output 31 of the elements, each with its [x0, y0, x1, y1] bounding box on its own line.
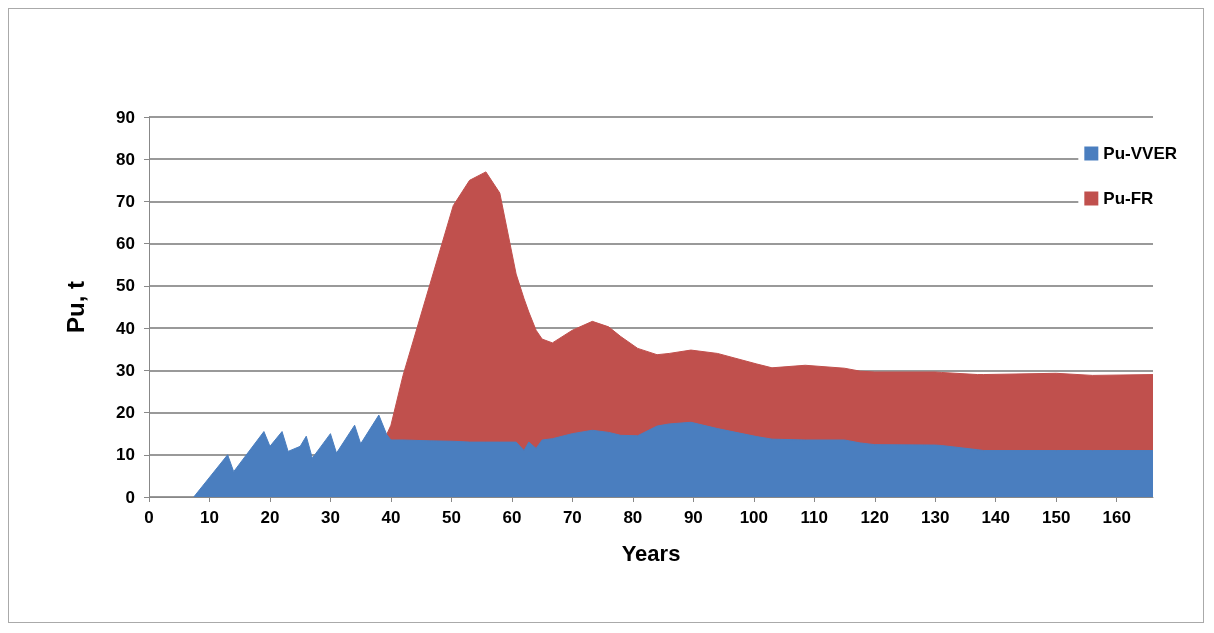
- x-tick-label: 70: [562, 508, 582, 527]
- y-tick-label: 40: [116, 318, 135, 338]
- x-tick-label: 110: [800, 508, 829, 527]
- legend-label: Pu-VVER: [1103, 144, 1178, 163]
- y-axis-title: Pu, t: [61, 281, 89, 333]
- x-tick-label: 0: [144, 508, 154, 527]
- x-tick-label: 100: [739, 508, 769, 527]
- y-tick-label: 20: [116, 403, 135, 423]
- x-tick-label: 30: [320, 508, 340, 527]
- y-tick-label: 60: [116, 234, 135, 254]
- y-tick-label: 10: [116, 445, 135, 465]
- y-tick-label: 30: [116, 360, 135, 380]
- x-tick-label: 140: [981, 508, 1010, 527]
- x-tick-label: 40: [381, 508, 401, 527]
- y-tick-label: 70: [116, 191, 135, 211]
- x-tick-label: 60: [502, 508, 522, 527]
- x-axis-title: Years: [621, 540, 681, 566]
- y-tick-label: 0: [125, 487, 135, 507]
- x-tick-label: 130: [921, 508, 950, 527]
- x-tick-label: 90: [683, 508, 703, 527]
- y-tick-label: 50: [116, 276, 135, 296]
- x-tick-label: 160: [1102, 508, 1131, 527]
- x-tick-label: 150: [1042, 508, 1071, 527]
- x-tick-label: 50: [441, 508, 461, 527]
- x-tick-label: 80: [623, 508, 643, 527]
- y-tick-label: 90: [116, 107, 135, 127]
- x-tick-label: 10: [200, 508, 219, 527]
- y-tick-label: 80: [116, 149, 135, 169]
- legend-label: Pu-FR: [1103, 189, 1154, 208]
- x-tick-label: 20: [260, 508, 280, 527]
- x-tick-label: 120: [860, 508, 889, 527]
